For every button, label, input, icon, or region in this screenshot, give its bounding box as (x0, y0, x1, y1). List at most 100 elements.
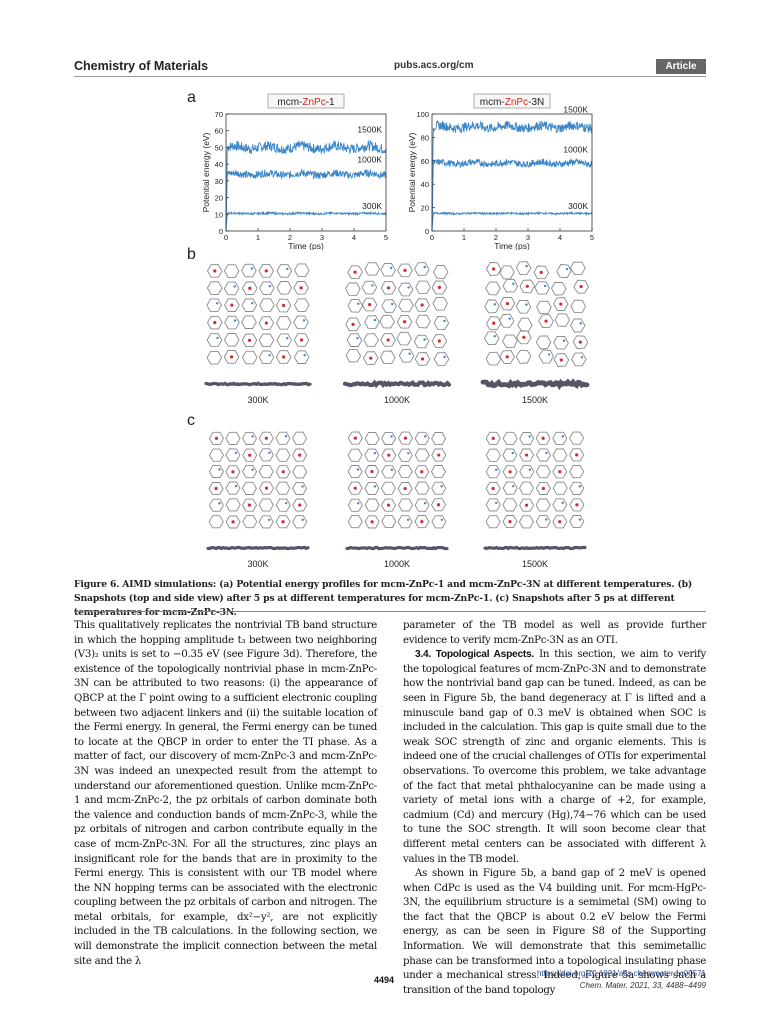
metal-atom (491, 436, 495, 440)
metal-atom (386, 286, 391, 290)
nitrogen-atom (251, 468, 254, 471)
ring (364, 481, 380, 495)
snapshot-2: 1500K (483, 431, 587, 569)
metal-atom (558, 520, 562, 524)
ring (485, 351, 502, 366)
ring (258, 264, 275, 278)
nitrogen-atom (234, 451, 238, 455)
metal-atom (282, 355, 286, 359)
ring (554, 313, 571, 327)
x-tick-label: 1 (256, 233, 260, 242)
nitrogen-atom (565, 267, 569, 271)
ring (380, 262, 396, 277)
metal-atom (213, 269, 217, 273)
ring (397, 263, 413, 278)
ring (258, 515, 274, 529)
ring (241, 315, 257, 329)
ring (433, 352, 450, 366)
ring (398, 298, 414, 313)
nitrogen-atom (357, 302, 360, 305)
ring (380, 498, 397, 512)
ring (259, 281, 275, 295)
ring (569, 448, 585, 462)
ring (485, 316, 502, 331)
metal-atom (539, 270, 543, 274)
ring (519, 498, 535, 512)
ring (433, 316, 450, 330)
nitrogen-atom (443, 319, 446, 323)
nitrogen-atom (373, 485, 377, 488)
ring (535, 514, 551, 529)
ring (502, 465, 518, 479)
ring (364, 515, 380, 529)
x-tick-label: 3 (320, 233, 324, 242)
ring (518, 515, 534, 529)
ring (381, 299, 398, 313)
metal-atom (437, 453, 441, 457)
ring (241, 481, 257, 495)
energy-chart-zncp-3n: mcm-ZnPc-3N 1500K 1000K 300K 0 20 40 60 80 100 0 1 2… (407, 93, 594, 250)
y-axis-label: Potential energy (eV) (201, 132, 211, 212)
metal-atom (578, 340, 582, 344)
ring (431, 334, 448, 348)
ring (485, 281, 501, 296)
ring (276, 281, 293, 295)
ring (206, 264, 223, 278)
ring (569, 261, 586, 276)
nitrogen-atom (440, 518, 444, 522)
series-line-1000K (225, 167, 387, 232)
x-tick-label: 4 (352, 233, 356, 242)
ring (275, 498, 291, 512)
ring (275, 515, 291, 529)
nitrogen-atom (357, 502, 360, 505)
ring (485, 515, 501, 529)
ring (414, 481, 430, 495)
ring (347, 464, 363, 479)
ring (345, 348, 362, 363)
nitrogen-atom (286, 267, 289, 271)
y-axis-label: Potential energy (eV) (407, 132, 417, 212)
snapshot-2: 1500K (480, 261, 590, 405)
right-paragraph-2: 3.4. Topological Aspects. In this sectio… (403, 648, 706, 867)
ring (347, 298, 364, 313)
x-tick-label: 1 (462, 233, 466, 242)
journal-url[interactable]: pubs.acs.org/cm (394, 60, 474, 71)
ring (206, 333, 223, 347)
doi-link[interactable]: https://doi.org/10.1021/acs.chemmater.1c… (537, 969, 706, 978)
ring (380, 281, 397, 295)
metal-atom (281, 470, 285, 474)
ring (431, 448, 447, 462)
ring (517, 317, 533, 332)
metal-atom (403, 268, 407, 272)
x-tick-label: 2 (288, 233, 292, 242)
ring (502, 431, 518, 445)
ring (483, 331, 500, 346)
chart-title-part: ZnPc (302, 97, 325, 108)
ring (552, 431, 568, 445)
snapshot-1: 1000K (345, 431, 449, 569)
chart-title-part: -1 (326, 97, 335, 108)
ring (379, 350, 396, 365)
ring (206, 350, 223, 365)
ring (241, 263, 257, 278)
ring (347, 481, 363, 495)
ring (571, 352, 587, 367)
metal-atom (505, 355, 509, 359)
metal-atom (541, 486, 546, 491)
ring (538, 349, 554, 364)
ring (515, 300, 532, 314)
ring (293, 315, 309, 330)
metal-atom (420, 519, 424, 524)
ring (292, 498, 308, 512)
ring (414, 515, 430, 529)
ring (292, 515, 308, 529)
ring (414, 465, 430, 479)
metal-atom (370, 520, 374, 524)
metal-atom (248, 286, 252, 290)
nitrogen-atom (215, 302, 219, 305)
metal-atom (231, 520, 235, 524)
ring (485, 262, 502, 276)
ring (225, 481, 241, 495)
ring (275, 316, 292, 330)
metal-atom (299, 338, 304, 342)
